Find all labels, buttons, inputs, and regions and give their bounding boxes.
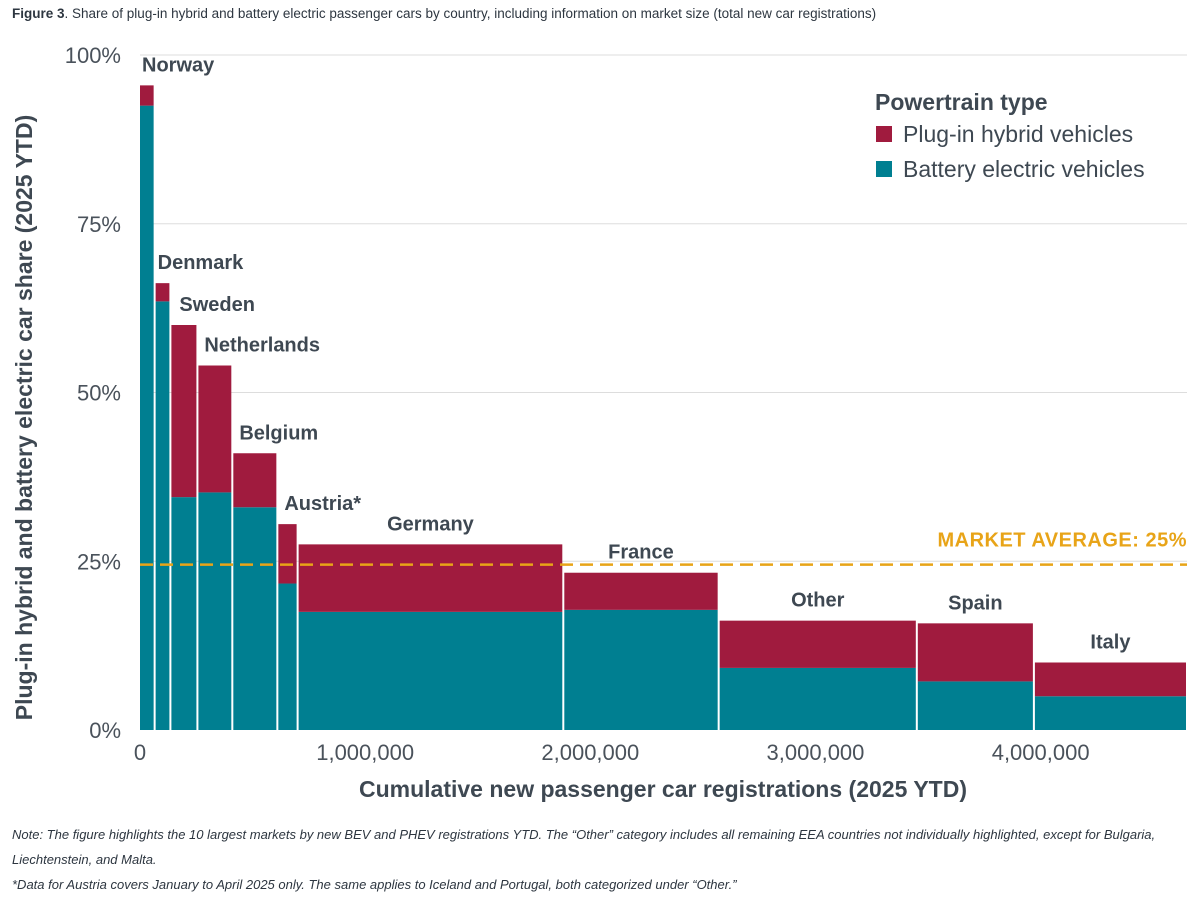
label-layer: Norway Denmark Sweden Netherlands Belgium Aus… <box>140 54 1187 654</box>
figure-caption-text: . Share of plug-in hybrid and battery el… <box>64 6 877 21</box>
x-tick-label: 4,000,000 <box>992 740 1090 765</box>
phev-bar <box>298 544 563 612</box>
figure-notes: Note: The figure highlights the 10 large… <box>12 822 1182 897</box>
phev-bar <box>719 620 916 668</box>
footnote-austria: *Data for Austria covers January to Apri… <box>12 877 737 892</box>
country-label: Spain <box>948 592 1002 614</box>
legend-swatch <box>876 126 892 142</box>
bev-bar <box>171 497 197 730</box>
country-label: Belgium <box>239 422 318 444</box>
legend-swatch <box>876 161 892 177</box>
phev-bar <box>917 623 1033 682</box>
figure-caption: Figure 3. Share of plug-in hybrid and ba… <box>12 6 876 21</box>
figure-label: Figure 3 <box>12 6 65 21</box>
legend-layer: Powertrain type Plug-in hybrid vehicles Ba… <box>875 89 1145 182</box>
bev-bar <box>298 611 563 730</box>
phev-bar <box>171 325 197 498</box>
country-label: Germany <box>387 513 475 535</box>
bev-bar <box>564 609 718 730</box>
legend-label: Battery electric vehicles <box>903 156 1145 182</box>
country-label: Austria* <box>284 493 361 515</box>
phev-bar <box>564 572 718 610</box>
x-tick-label: 2,000,000 <box>541 740 639 765</box>
country-label: Denmark <box>158 252 244 274</box>
bev-bar <box>1034 696 1186 730</box>
bev-bar <box>719 667 916 730</box>
legend-label: Plug-in hybrid vehicles <box>903 121 1133 147</box>
x-tick-label: 3,000,000 <box>767 740 865 765</box>
country-label: Other <box>791 590 845 612</box>
country-label: France <box>608 542 674 564</box>
x-tick-label: 1,000,000 <box>316 740 414 765</box>
bev-bar <box>155 301 170 730</box>
country-label: Norway <box>142 54 215 76</box>
y-tick-label: 25% <box>77 549 121 574</box>
x-tick-label: 0 <box>134 740 146 765</box>
phev-bar <box>1034 662 1186 697</box>
country-label: Italy <box>1090 632 1131 654</box>
bev-bar <box>198 492 232 730</box>
bar-layer <box>140 85 1186 730</box>
phev-bar <box>198 365 232 493</box>
phev-bar <box>278 524 297 584</box>
bev-bar <box>140 105 154 730</box>
phev-bar <box>233 453 277 508</box>
phev-bar <box>155 283 170 302</box>
y-axis-title: Plug-in hybrid and battery electric car … <box>11 115 37 720</box>
country-label: Sweden <box>179 294 255 316</box>
y-tick-label: 50% <box>77 381 121 406</box>
legend-title: Powertrain type <box>875 89 1048 115</box>
axis-layer: 0% 25% 50% 75% 100% 0 1,000,000 2,000,000 3,000,… <box>11 43 1090 802</box>
note-line: Note: The figure highlights the 10 large… <box>12 827 1156 867</box>
country-label: Netherlands <box>204 335 320 357</box>
bev-bar <box>278 583 297 730</box>
x-axis-title: Cumulative new passenger car registratio… <box>359 776 967 802</box>
chart: Norway Denmark Sweden Netherlands Belgium Aus… <box>11 43 1187 802</box>
y-tick-label: 100% <box>65 43 121 68</box>
phev-bar <box>140 85 154 106</box>
y-tick-label: 75% <box>77 212 121 237</box>
market-average-label: MARKET AVERAGE: 25% <box>937 530 1187 552</box>
bev-bar <box>917 681 1033 730</box>
bev-bar <box>233 507 277 730</box>
y-tick-label: 0% <box>89 718 121 743</box>
